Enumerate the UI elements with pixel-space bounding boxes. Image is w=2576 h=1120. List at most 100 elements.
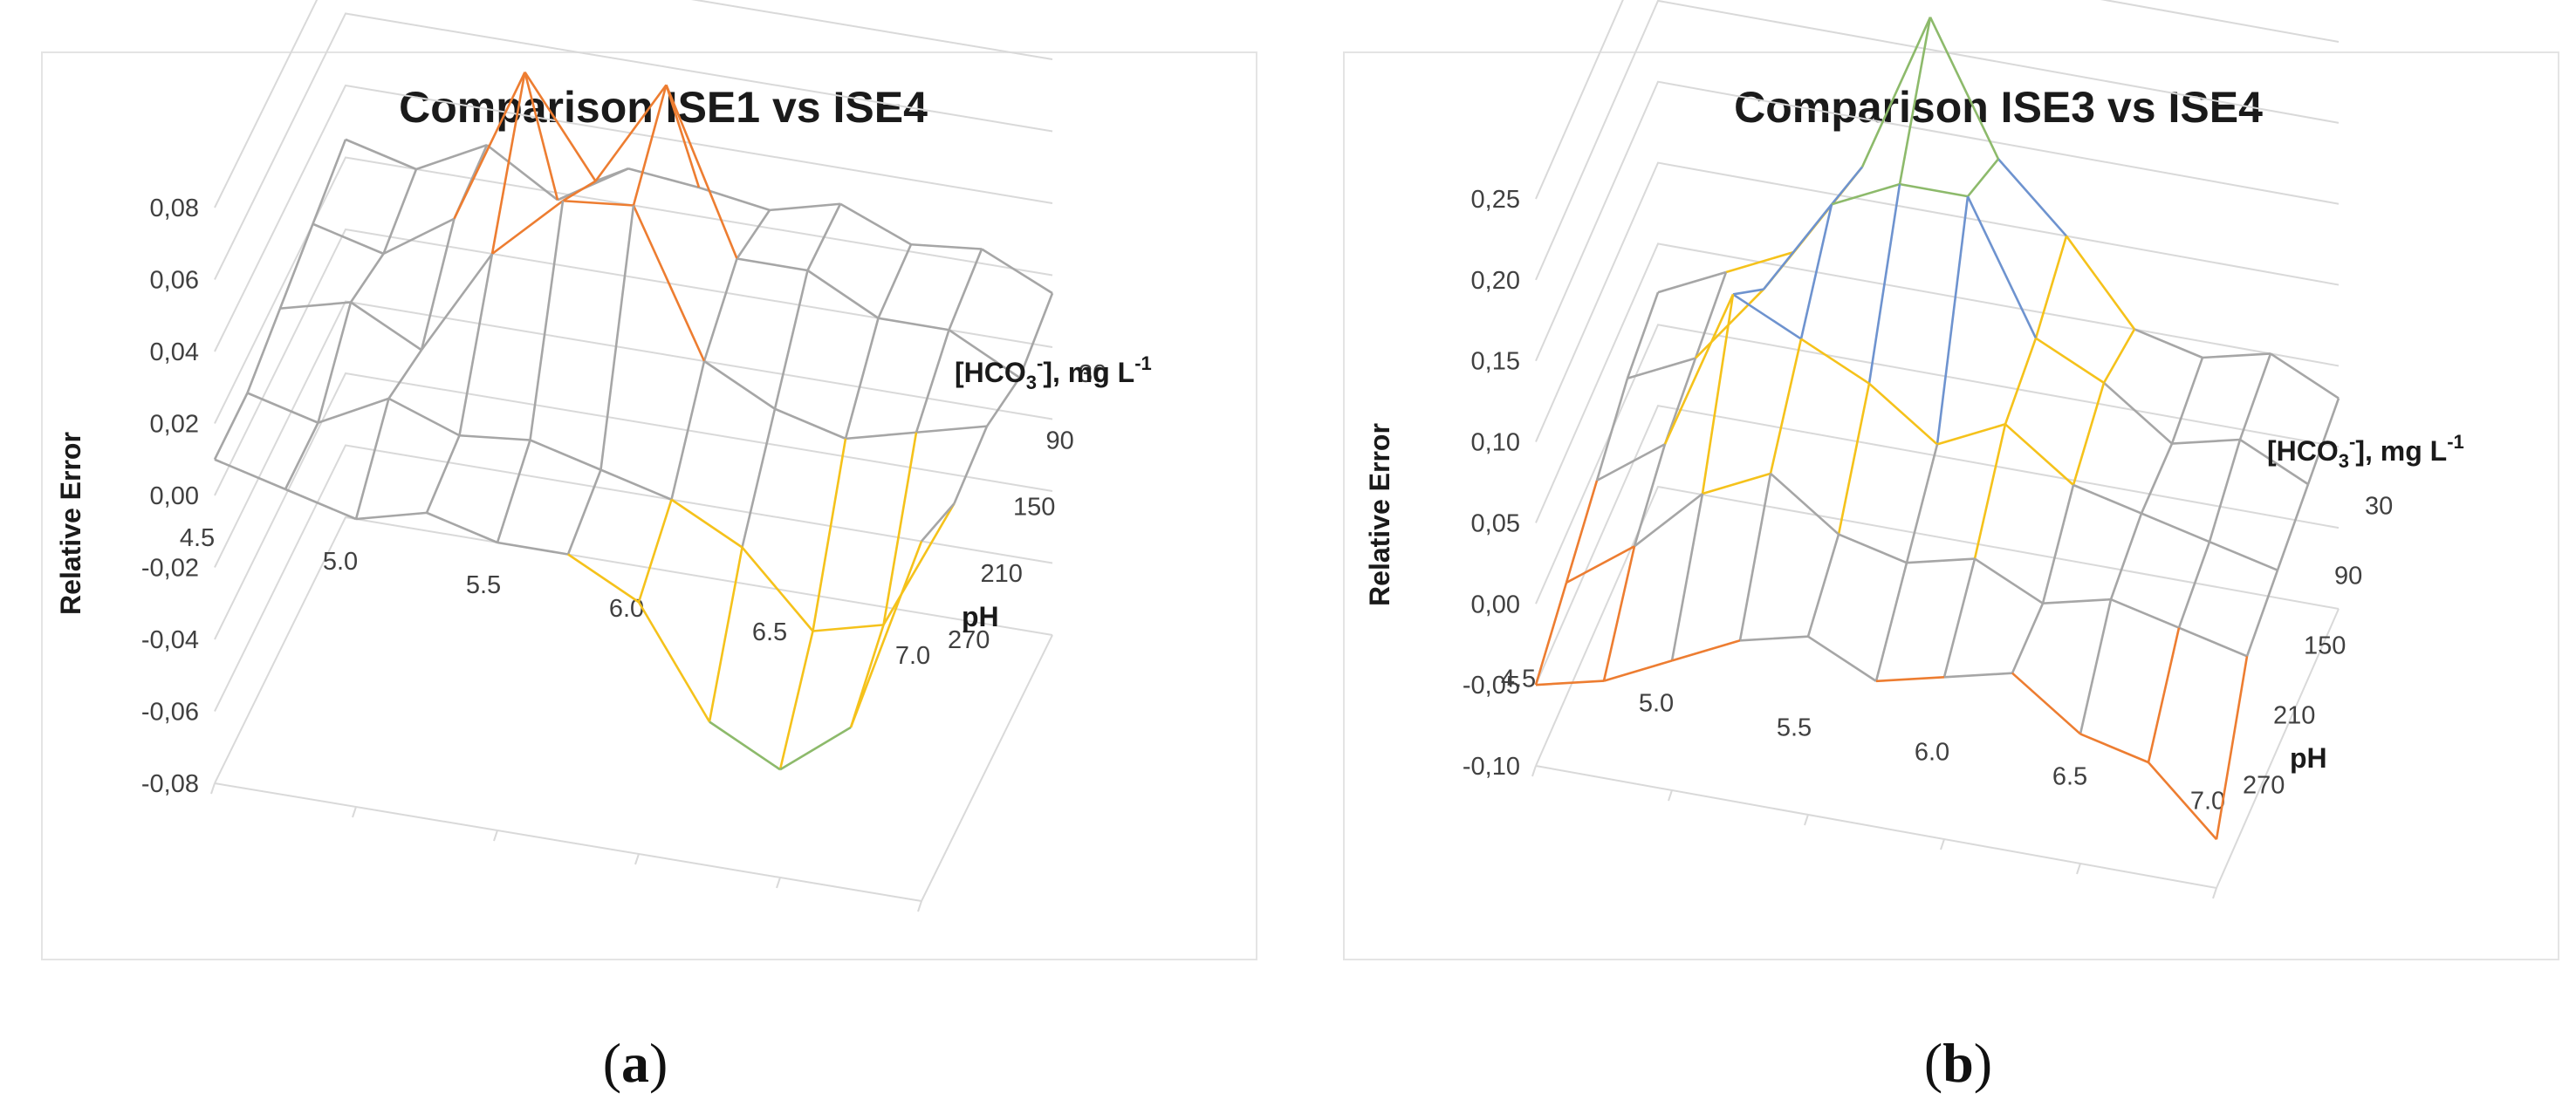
surface-edge-ph [1807,635,1877,682]
surface-edge-hco3 [806,203,842,271]
surface-edge-hco3 [1663,358,1697,445]
surface-edge-ph [312,222,385,256]
figure-caption-a: (a) [603,1032,668,1094]
gridline [1535,0,2340,200]
z-tick-label: 0,05 [1471,509,1520,537]
surface-edge-ph [1603,659,1673,682]
z-tick-label: 0,00 [150,482,199,510]
ph-tick-label: 7.0 [895,642,930,670]
z-tick-label: 0,00 [1471,591,1520,618]
hco3-tick-label: 270 [2243,771,2285,799]
surface-edge-hco3 [2306,398,2340,485]
surface-edge-ph [1929,17,2000,160]
surface-edge-ph [486,144,558,201]
surface-edge-hco3 [1732,288,1764,296]
surface-edge-hco3 [1565,480,1599,584]
y-axis-label-unit: ], mg L [2355,435,2447,467]
hco3-tick-label: 30 [2365,492,2393,520]
surface-edge-hco3 [524,72,559,201]
surface-edge-hco3 [213,392,249,461]
hco3-tick-label: 30 [1079,360,1106,388]
surface-wireframe [1534,17,2340,841]
z-axis-label: Relative Error [1364,423,1395,606]
surface-edge-ph [2239,438,2309,486]
surface-edge-hco3 [2004,338,2038,425]
surface-edge-hco3 [1898,17,1932,185]
surface-edge-ph [1725,250,1795,274]
ph-tick-label: 5.5 [466,571,501,599]
surface-edge-hco3 [496,440,531,543]
surface-edge-ph [246,392,319,424]
surface-edge-hco3 [778,631,814,770]
z-tick-label: -0,06 [141,699,199,727]
floor-tick [1668,789,1673,802]
surface-edge-ph [529,439,602,471]
surface-edge-ph [1732,293,1802,340]
surface-edge-hco3 [736,209,771,260]
surface-edge-ph [736,257,808,272]
surface-edge-hco3 [632,85,668,206]
surface-edge-ph [878,317,949,331]
gridline [214,228,1053,496]
surface-edge-ph [1762,203,1833,290]
surface-edge-hco3 [2208,439,2242,543]
y-axis-label-sup: - [1037,352,1043,374]
z-tick-label: 0,15 [1471,348,1520,376]
surface-edge-ph [1770,472,1840,536]
surface-edge-hco3 [1769,338,1803,475]
chart-ise3-vs-ise4: Comparison ISE3 vs ISE4 0,25 0,20 0,15 0,10… [1343,0,2559,1094]
surface-edge-hco3 [2140,443,2174,515]
surface-edge-ph [741,546,814,632]
surface-edge-hco3 [1626,291,1660,379]
ph-axis-ticks: 4.5 5.0 5.5 6.0 6.5 7.0 [1501,665,2225,815]
floor-tick [917,900,922,912]
surface-edge-hco3 [354,398,390,520]
surface-edge-ph [882,502,956,626]
surface-edge-ph [1596,442,1666,482]
floor-tick [634,853,640,865]
surface-edge-hco3 [1935,195,1970,445]
surface-edge-ph [599,468,673,501]
ph-tick-label: 6.5 [752,618,787,646]
surface-edge-hco3 [529,201,565,440]
surface-edge-hco3 [595,167,629,182]
surface-edge-hco3 [877,243,913,319]
hco3-tick-label: 270 [948,626,990,654]
chart-ise1-vs-ise4: Comparison ISE1 vs ISE4 0,08 0,06 0,04 0,02… [41,0,1257,1094]
surface-edge-hco3 [985,377,1021,427]
ph-tick-label: 6.0 [609,595,644,623]
surface-edge-ph [382,217,456,256]
chart-frame [1343,51,2559,960]
surface-edge-hco3 [844,318,880,440]
surface-edge-hco3 [1942,558,1977,678]
surface-edge-ph [1800,338,1870,385]
surface-edge-hco3 [1694,271,1728,359]
ph-tick-label: 7.0 [2190,787,2225,815]
surface-edge-ph [769,202,841,212]
surface-edge-hco3 [882,432,918,625]
floor-tick [493,830,498,842]
hco3-axis-ticks: 30 90 150 210 270 [948,360,1106,654]
surface-edge-hco3 [2041,484,2075,604]
surface-edge-hco3 [1905,444,1939,563]
gridline [1535,485,2340,767]
y-axis-label-sub: 3 [1026,372,1037,393]
surface-edge-ph [1899,182,1969,198]
z-tick-label: -0,05 [1463,672,1520,700]
surface-edge-hco3 [1973,423,2007,559]
gridlines [1531,0,2340,899]
y-axis-label-sup: - [2349,431,2355,453]
z-tick-label: -0,08 [141,770,199,798]
surface-edge-hco3 [387,349,423,400]
surface-edge-hco3 [425,434,461,514]
z-tick-label: -0,02 [141,555,199,583]
surface-edge-ph [981,248,1053,295]
surface-edge-ph [355,511,428,521]
surface-edge-hco3 [490,72,526,255]
surface-edge-hco3 [2072,382,2106,486]
gridline [1535,242,2340,523]
surface-edge-ph [387,397,461,437]
surface-edge-hco3 [284,422,319,490]
gridlines [210,0,1053,912]
